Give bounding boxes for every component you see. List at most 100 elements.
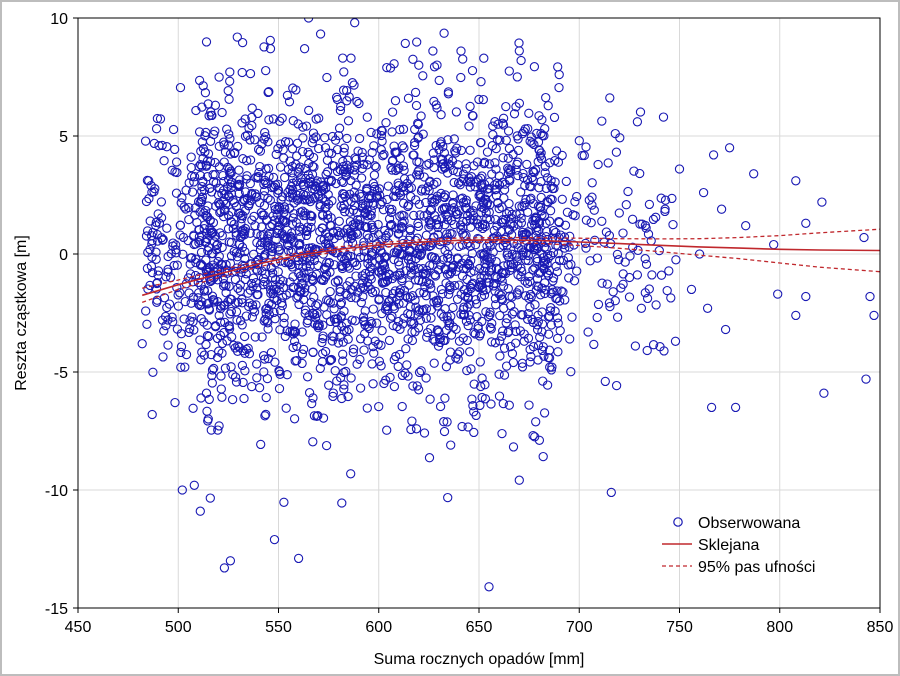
data-point bbox=[203, 298, 214, 308]
data-point bbox=[217, 107, 227, 118]
data-point bbox=[157, 315, 168, 325]
data-point bbox=[247, 312, 258, 322]
data-point bbox=[439, 28, 449, 38]
data-point bbox=[239, 331, 250, 342]
data-point bbox=[587, 178, 597, 188]
data-point bbox=[376, 130, 387, 141]
data-point bbox=[365, 209, 375, 220]
data-point bbox=[513, 219, 523, 229]
data-point bbox=[355, 383, 366, 393]
data-point bbox=[308, 152, 319, 163]
data-point bbox=[210, 157, 220, 168]
data-point bbox=[531, 417, 541, 427]
data-point bbox=[448, 302, 458, 313]
data-point bbox=[314, 113, 324, 123]
data-point bbox=[388, 289, 398, 299]
data-point bbox=[656, 270, 667, 280]
data-point bbox=[612, 312, 623, 322]
data-point bbox=[443, 87, 454, 97]
data-point bbox=[152, 113, 163, 124]
data-point bbox=[195, 207, 205, 217]
data-point bbox=[457, 271, 468, 281]
data-point bbox=[288, 272, 298, 282]
data-point bbox=[514, 475, 524, 485]
data-point bbox=[224, 94, 234, 104]
data-point bbox=[517, 362, 528, 372]
data-point bbox=[350, 18, 360, 28]
data-point bbox=[462, 365, 472, 376]
data-point bbox=[589, 205, 599, 215]
data-point bbox=[454, 336, 465, 346]
data-point bbox=[339, 384, 349, 394]
data-point bbox=[238, 211, 248, 221]
data-point bbox=[426, 283, 436, 293]
data-point bbox=[392, 147, 402, 157]
data-point bbox=[487, 141, 498, 151]
data-point bbox=[664, 266, 674, 276]
data-point bbox=[414, 367, 425, 378]
data-point bbox=[499, 343, 510, 353]
data-point bbox=[574, 136, 584, 146]
data-point bbox=[237, 294, 247, 305]
data-point bbox=[443, 135, 453, 145]
data-point bbox=[339, 67, 349, 77]
data-point bbox=[485, 322, 495, 333]
data-point bbox=[438, 254, 448, 265]
data-point bbox=[187, 171, 197, 181]
data-point bbox=[410, 295, 420, 305]
data-point bbox=[416, 111, 426, 121]
data-point bbox=[217, 392, 227, 402]
data-point bbox=[290, 319, 300, 329]
data-point bbox=[212, 239, 223, 250]
data-point bbox=[512, 159, 522, 170]
data-point bbox=[324, 175, 334, 186]
data-point bbox=[366, 247, 377, 258]
data-point bbox=[496, 294, 507, 304]
data-point bbox=[141, 306, 151, 316]
data-point bbox=[204, 242, 214, 253]
data-point bbox=[268, 114, 279, 124]
data-point bbox=[694, 249, 705, 259]
data-point bbox=[175, 220, 185, 230]
data-point bbox=[435, 139, 446, 149]
data-point bbox=[155, 114, 166, 124]
data-point bbox=[307, 284, 317, 294]
data-point bbox=[541, 92, 551, 103]
data-point bbox=[624, 272, 635, 283]
data-point bbox=[225, 149, 236, 159]
data-point bbox=[195, 260, 206, 270]
data-point bbox=[207, 370, 217, 381]
data-point bbox=[289, 414, 300, 424]
data-point bbox=[469, 407, 479, 417]
data-point bbox=[285, 277, 295, 287]
data-point bbox=[560, 295, 570, 305]
data-point bbox=[365, 262, 375, 272]
data-point bbox=[229, 219, 239, 229]
data-point bbox=[327, 160, 338, 171]
data-point bbox=[658, 112, 669, 122]
data-point bbox=[297, 358, 307, 369]
data-point bbox=[355, 354, 365, 365]
data-point bbox=[327, 336, 337, 346]
data-point bbox=[466, 364, 476, 374]
x-tick-label: 700 bbox=[566, 619, 593, 636]
data-point bbox=[268, 268, 278, 278]
data-point bbox=[363, 211, 373, 221]
data-point bbox=[526, 292, 536, 302]
data-point bbox=[467, 394, 477, 404]
data-point bbox=[416, 366, 426, 376]
data-point bbox=[648, 340, 659, 350]
data-point bbox=[474, 94, 484, 105]
data-point bbox=[186, 162, 196, 173]
data-point bbox=[525, 276, 535, 287]
data-point bbox=[326, 354, 337, 365]
data-point bbox=[279, 497, 289, 507]
data-point bbox=[243, 343, 253, 353]
data-point bbox=[333, 338, 344, 348]
data-point bbox=[261, 65, 271, 76]
data-point bbox=[372, 129, 382, 139]
data-point bbox=[521, 194, 531, 205]
data-point bbox=[501, 101, 511, 112]
data-point bbox=[407, 327, 417, 337]
